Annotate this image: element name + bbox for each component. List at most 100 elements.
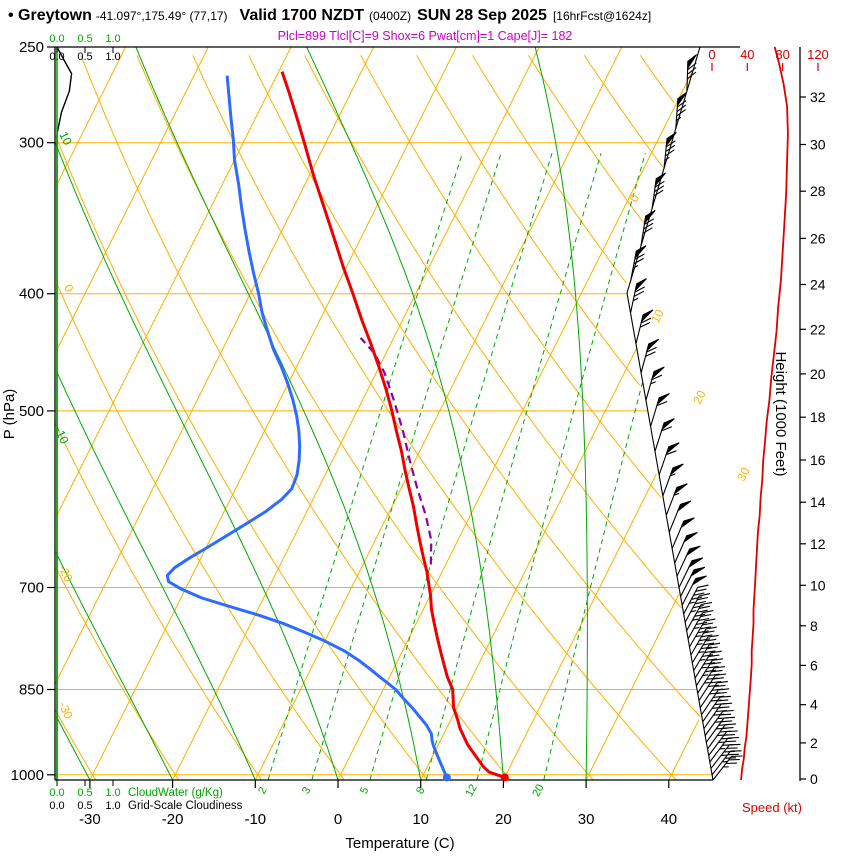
temperature-tick-label: 30 (578, 811, 595, 828)
wind-barb (689, 618, 716, 648)
wind-barb (704, 709, 734, 736)
parcel-path-curve (359, 337, 433, 565)
cloudwater-scale-top: 1.0 (105, 33, 120, 45)
dry-adiabat-line (55, 135, 428, 781)
mixing-ratio-label: 8 (414, 785, 427, 796)
mixing-ratio-line (476, 152, 646, 781)
wind-barb (702, 695, 731, 723)
station-name: • Greytown (8, 7, 92, 24)
dry-adiabat-line (360, 55, 662, 499)
wind-barb (662, 467, 676, 497)
height-tick-label: 14 (810, 494, 826, 510)
dry-adiabat-line (527, 55, 645, 224)
wind-barb (668, 504, 682, 533)
mixing-ratio-line (267, 152, 463, 781)
wind-barb (695, 658, 724, 686)
mixing-ratio-line (543, 382, 643, 781)
pressure-tick-label: 700 (19, 580, 44, 597)
wind-barb (690, 626, 717, 656)
cloudwater-scale-top: 0.5 (77, 33, 92, 45)
pressure-tick-label: 300 (19, 135, 44, 152)
cloudiness-scale-top: 1.0 (105, 51, 120, 63)
surface-temperature-dot (500, 773, 509, 782)
temperature-tick-label: 0 (334, 811, 342, 828)
dry-adiabat-line (304, 55, 682, 609)
wind-barb (693, 642, 721, 671)
isotherm-line (55, 46, 127, 187)
pressure-tick-label: 250 (19, 39, 44, 56)
height-tick-label: 2 (810, 735, 818, 751)
wind-speed-profile (740, 46, 789, 781)
pressure-tick-label: 400 (19, 286, 44, 303)
cloudiness-scale-bottom: 0.5 (77, 800, 92, 812)
speed-tick-label: 0 (708, 47, 715, 62)
temperature-tick-label: 20 (495, 811, 512, 828)
dry-adiabat-line (472, 55, 627, 284)
isotherm-line (585, 593, 680, 781)
isotherm-label-right: 20 (690, 388, 709, 407)
mixing-ratio-line (311, 152, 502, 781)
moist-adiabat-line (534, 46, 588, 780)
wind-barb (683, 584, 709, 615)
wind-barb (694, 650, 722, 679)
height-tick-label: 20 (810, 366, 826, 382)
adiabat-label-left: -20 (56, 562, 76, 584)
isotherm-line (172, 46, 540, 781)
adiabat-label-left: -30 (56, 699, 76, 721)
cloudwater-scale-bottom: 1.0 (105, 787, 120, 799)
adiabat-label-left: -10 (52, 424, 72, 446)
wind-barb (680, 569, 695, 597)
wind-barb (710, 743, 741, 769)
temperature-tick-label: 10 (412, 811, 429, 828)
cloudwater-scale-bottom: 0.0 (49, 787, 64, 799)
wind-barb (630, 250, 645, 281)
wind-barb (675, 98, 687, 129)
wind-barb (635, 314, 652, 344)
wind-barb (684, 593, 711, 623)
wind-barb (629, 283, 645, 314)
height-tick-label: 18 (810, 409, 826, 425)
wind-barb (697, 666, 725, 694)
pressure-tick-label: 850 (19, 681, 44, 698)
dry-adiabat-line (639, 55, 675, 103)
height-tick-label: 24 (810, 276, 826, 292)
height-tick-label: 26 (810, 230, 826, 246)
mixing-ratio-label: 20 (530, 782, 546, 798)
isotherm-line (56, 46, 292, 517)
wind-barb (645, 371, 663, 401)
height-tick-label: 6 (810, 657, 818, 673)
height-tick-label: 10 (810, 577, 826, 593)
wind-barb (698, 673, 727, 701)
height-tick-label: 12 (810, 536, 826, 552)
wind-barb (686, 61, 697, 92)
dry-adiabat-line (54, 423, 262, 781)
valid-date: SUN 28 Sep 2025 (417, 7, 547, 24)
wind-barb (665, 487, 680, 516)
dewpoint-curve (165, 75, 449, 778)
isotherm-line (502, 473, 657, 781)
moist-adiabat-line (56, 372, 256, 781)
isotherm-line (54, 46, 375, 685)
pressure-tick-label: 1000 (11, 767, 44, 784)
forecast-tag: [16hrFcst@1624z] (552, 9, 652, 23)
wind-barb (678, 560, 693, 588)
height-tick-label: 4 (810, 697, 818, 713)
cloudiness-scale-top: 0.5 (77, 51, 92, 63)
wind-barb (709, 736, 739, 763)
cloudwater-scale-top: 0.0 (49, 33, 64, 45)
moist-adiabat-line (54, 142, 339, 781)
wind-barb (691, 634, 719, 664)
mixing-ratio-label: 12 (463, 782, 479, 798)
speed-tick-label: 40 (740, 47, 754, 62)
temperature-curve (280, 71, 506, 779)
wind-barb (663, 138, 676, 169)
dry-adiabat-line (56, 282, 345, 781)
adiabat-label-left: 10 (56, 129, 74, 147)
height-tick-label: 0 (810, 771, 818, 787)
height-tick-label: 22 (810, 321, 826, 337)
mixing-ratio-label: 5 (358, 785, 371, 796)
height-tick-label: 28 (810, 183, 826, 199)
